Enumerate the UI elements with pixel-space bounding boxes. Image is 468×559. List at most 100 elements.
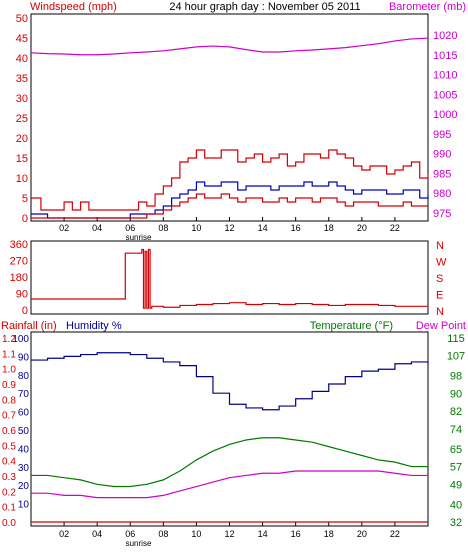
x-tick-label: 22: [390, 223, 400, 233]
temp-y-tick-label: 74: [450, 424, 462, 436]
x-tick-label: 12: [224, 529, 234, 539]
rain-y-tick-label: 0.2: [2, 487, 16, 498]
temp-y-tick-label: 65: [450, 444, 462, 456]
x-tick-label: 08: [158, 529, 168, 539]
temp-y-tick-label: 57: [450, 462, 462, 474]
baro-y-tick-label: 990: [433, 149, 451, 161]
gust-series: [31, 149, 429, 211]
compass-label: S: [436, 273, 443, 285]
wind-y-tick-label: 20: [16, 133, 28, 145]
x-tick-label: 20: [357, 223, 367, 233]
rain-y-tick-label: 1.2: [2, 334, 16, 345]
x-tick-label: 08: [158, 223, 168, 233]
direction-y-tick-label: 180: [10, 272, 28, 284]
wind-direction-series: [31, 248, 428, 309]
wind-y-tick-label: 0: [22, 213, 28, 225]
sunrise-label: sunrise: [126, 539, 152, 548]
compass-label: E: [436, 290, 443, 302]
rain-y-tick-label: 0.3: [2, 472, 16, 483]
temp-y-tick-label: 107: [447, 351, 465, 363]
humidity-y-tick-label: 70: [18, 389, 30, 400]
x-tick-label: 02: [59, 223, 69, 233]
humidity-y-tick-label: 40: [18, 444, 30, 455]
temp-y-tick-label: 115: [447, 333, 465, 345]
rain-y-tick-label: 0.4: [2, 457, 16, 468]
humidity-axis-label: Humidity %: [66, 320, 122, 332]
compass-label: W: [436, 257, 447, 269]
x-tick-label: 06: [125, 223, 135, 233]
rainfall-axis-label: Rainfall (in): [1, 320, 57, 332]
temp-y-tick-label: 90: [450, 388, 462, 400]
x-tick-label: 06: [125, 529, 135, 539]
wind-y-tick-label: 45: [16, 33, 28, 45]
x-tick-label: 10: [191, 223, 201, 233]
temp-y-tick-label: 49: [450, 479, 462, 491]
x-tick-label: 04: [92, 529, 102, 539]
humidity-y-tick-label: 60: [18, 408, 30, 419]
humidity-y-tick-label: 50: [18, 426, 30, 437]
baro-y-tick-label: 975: [433, 208, 451, 220]
baro-y-tick-label: 995: [433, 129, 451, 141]
chart-title: 24 hour graph day : November 05 2011: [169, 1, 360, 13]
compass-label: N: [436, 240, 444, 252]
wind-y-tick-label: 5: [22, 193, 28, 205]
rain-y-tick-label: 0.6: [2, 426, 16, 437]
rain-y-tick-label: 0.9: [2, 380, 16, 391]
wind-y-tick-label: 40: [16, 53, 28, 65]
temp-y-tick-label: 40: [450, 499, 462, 511]
wind-y-tick-label: 25: [16, 113, 28, 125]
rain-y-tick-label: 0.8: [2, 395, 16, 406]
wind-series: [31, 193, 428, 219]
series-layer: [30, 37, 429, 523]
x-tick-label: 12: [224, 223, 234, 233]
x-tick-label: 16: [291, 223, 301, 233]
compass-label: N: [436, 306, 444, 318]
dew-point-series: [31, 470, 428, 499]
humidity-y-tick-label: 10: [18, 500, 30, 511]
baro-y-tick-label: 1000: [433, 109, 457, 121]
temperature-series: [31, 437, 428, 488]
rain-y-tick-label: 0.7: [2, 411, 16, 422]
barometer-axis-label: Barometer (mb): [389, 1, 466, 13]
humidity-y-tick-label: 90: [18, 352, 30, 363]
direction-y-tick-label: 0: [22, 305, 28, 317]
x-tick-label: 10: [191, 529, 201, 539]
rain-y-tick-label: 0.5: [2, 441, 16, 452]
baro-y-tick-label: 1005: [433, 89, 457, 101]
x-tick-label: 16: [291, 529, 301, 539]
wind-y-tick-label: 10: [16, 173, 28, 185]
direction-y-tick-label: 270: [10, 256, 28, 268]
baro-y-tick-label: 980: [433, 188, 451, 200]
axes-layer: 0510152025303540455097598098599099510001…: [2, 13, 465, 548]
wind-y-tick-label: 15: [16, 153, 28, 165]
direction-panel: [30, 240, 429, 315]
rain-y-tick-label: 1.0: [2, 365, 16, 376]
wind-y-tick-label: 35: [16, 73, 28, 85]
direction-y-tick-label: 90: [16, 289, 28, 301]
temp-panel: [30, 331, 429, 527]
windspeed-axis-label: Windspeed (mph): [30, 1, 117, 13]
wind-panel: [30, 13, 429, 222]
temperature-axis-label: Temperature (°F): [310, 320, 393, 332]
x-tick-label: 20: [357, 529, 367, 539]
wind-y-tick-label: 50: [16, 13, 28, 25]
x-tick-label: 14: [258, 223, 268, 233]
wind-y-tick-label: 30: [16, 93, 28, 105]
temp-y-tick-label: 82: [450, 406, 462, 418]
rain-y-tick-label: 1.1: [2, 349, 16, 360]
direction-y-tick-label: 360: [10, 239, 28, 251]
humidity-y-tick-label: 20: [18, 481, 30, 492]
humidity-y-tick-label: 100: [12, 334, 29, 345]
x-tick-label: 02: [59, 529, 69, 539]
temp-y-tick-label: 32: [450, 517, 462, 529]
sunrise-label: sunrise: [126, 233, 152, 242]
barometer-series: [30, 37, 429, 56]
x-tick-label: 14: [258, 529, 268, 539]
dew-point-axis-label: Dew Point: [416, 320, 466, 332]
baro-y-tick-label: 1010: [433, 70, 457, 82]
baro-y-tick-label: 1020: [433, 30, 457, 42]
humidity-y-tick-label: 80: [18, 371, 30, 382]
rain-y-tick-label: 0.1: [2, 503, 16, 514]
baro-y-tick-label: 1015: [433, 50, 457, 62]
